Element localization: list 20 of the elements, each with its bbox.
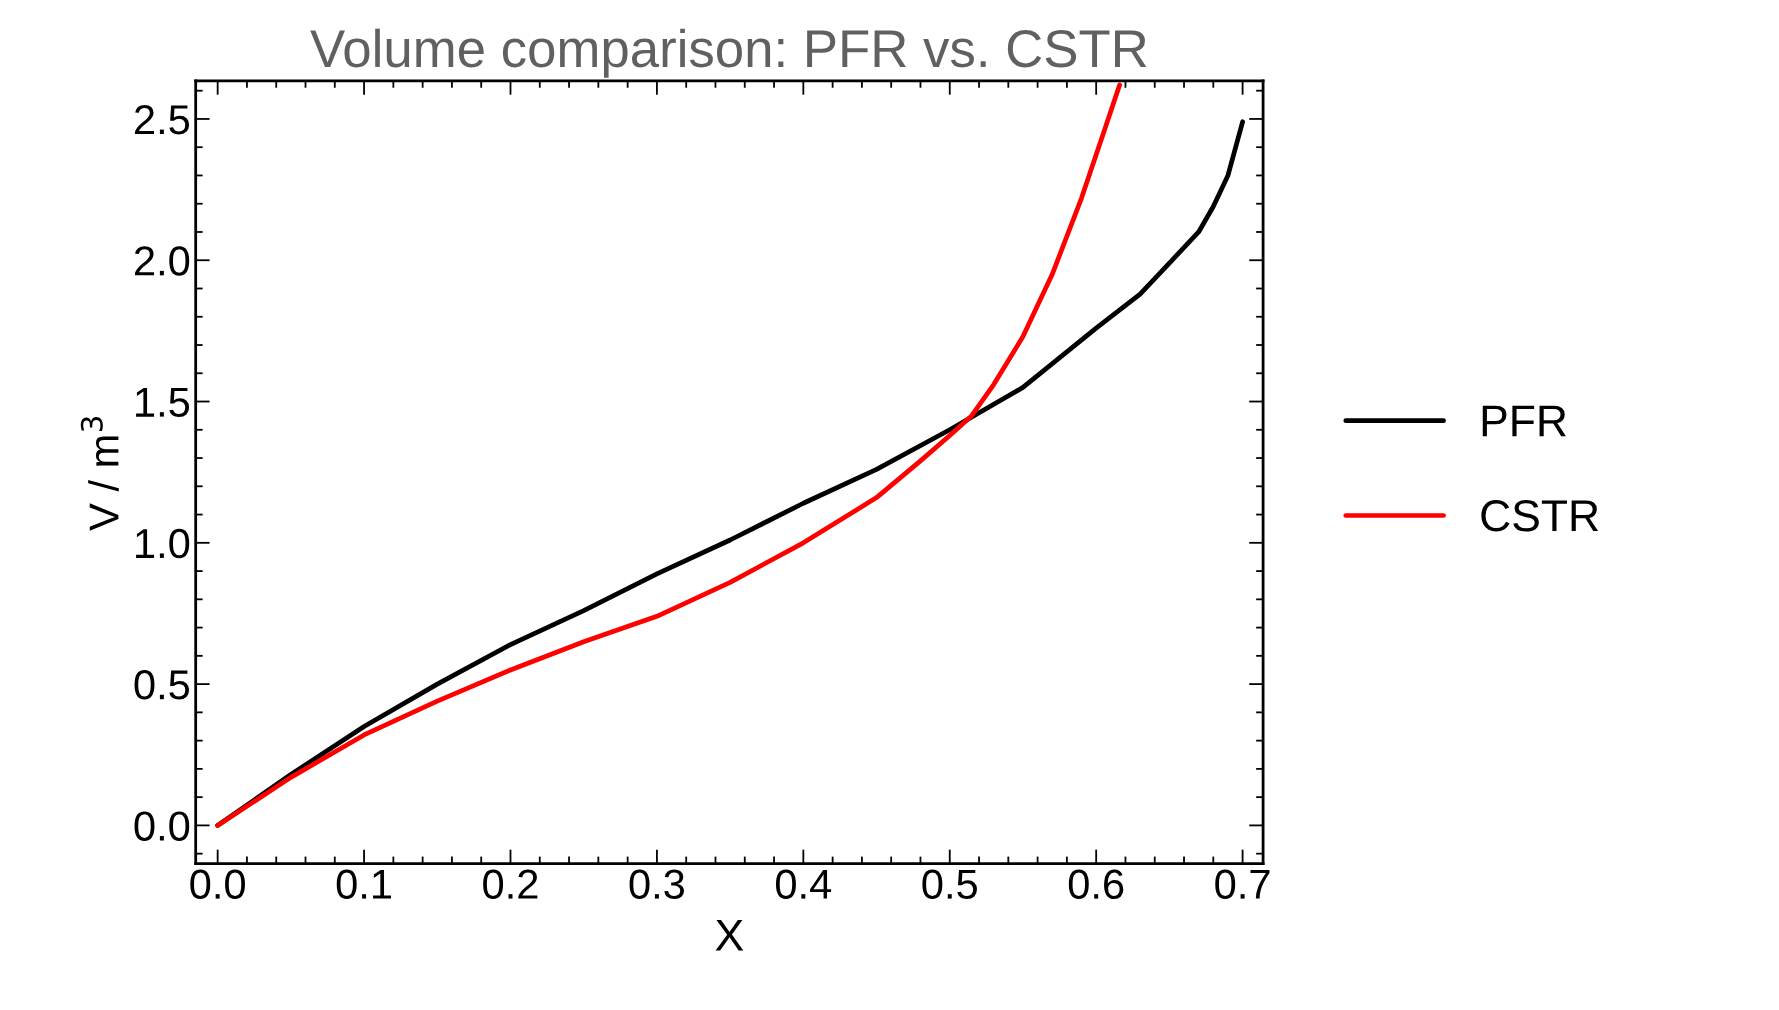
y-axis-title: V / m$^{3}$ — [80, 417, 119, 531]
x-tick-label: 0.3 — [629, 869, 685, 900]
line-series — [215, 82, 1122, 828]
y-tick-label: 0.0 — [134, 811, 190, 841]
x-tick-label: 0.5 — [922, 869, 977, 900]
legend-label: CSTR — [1481, 500, 1599, 532]
legend-label: PFR — [1482, 405, 1566, 437]
y-tick-label: 1.5 — [136, 387, 190, 418]
y-tick-label: 1.0 — [136, 528, 190, 559]
y-tick-label: 2.0 — [135, 246, 190, 276]
y-tick-label: 0.5 — [134, 670, 190, 700]
x-tick-label: 0.1 — [336, 869, 391, 900]
x-tick-label: 0.2 — [483, 869, 538, 900]
x-tick-label: 0.0 — [190, 869, 245, 900]
x-tick-label: 0.7 — [1215, 869, 1270, 900]
x-tick-label: 0.4 — [776, 869, 832, 900]
x-axis-title: X — [715, 920, 744, 951]
y-tick-label: 2.5 — [135, 104, 190, 135]
chart-title: Volume comparison: PFR vs. CSTR — [310, 28, 1147, 78]
x-tick-label: 0.6 — [1068, 869, 1124, 900]
